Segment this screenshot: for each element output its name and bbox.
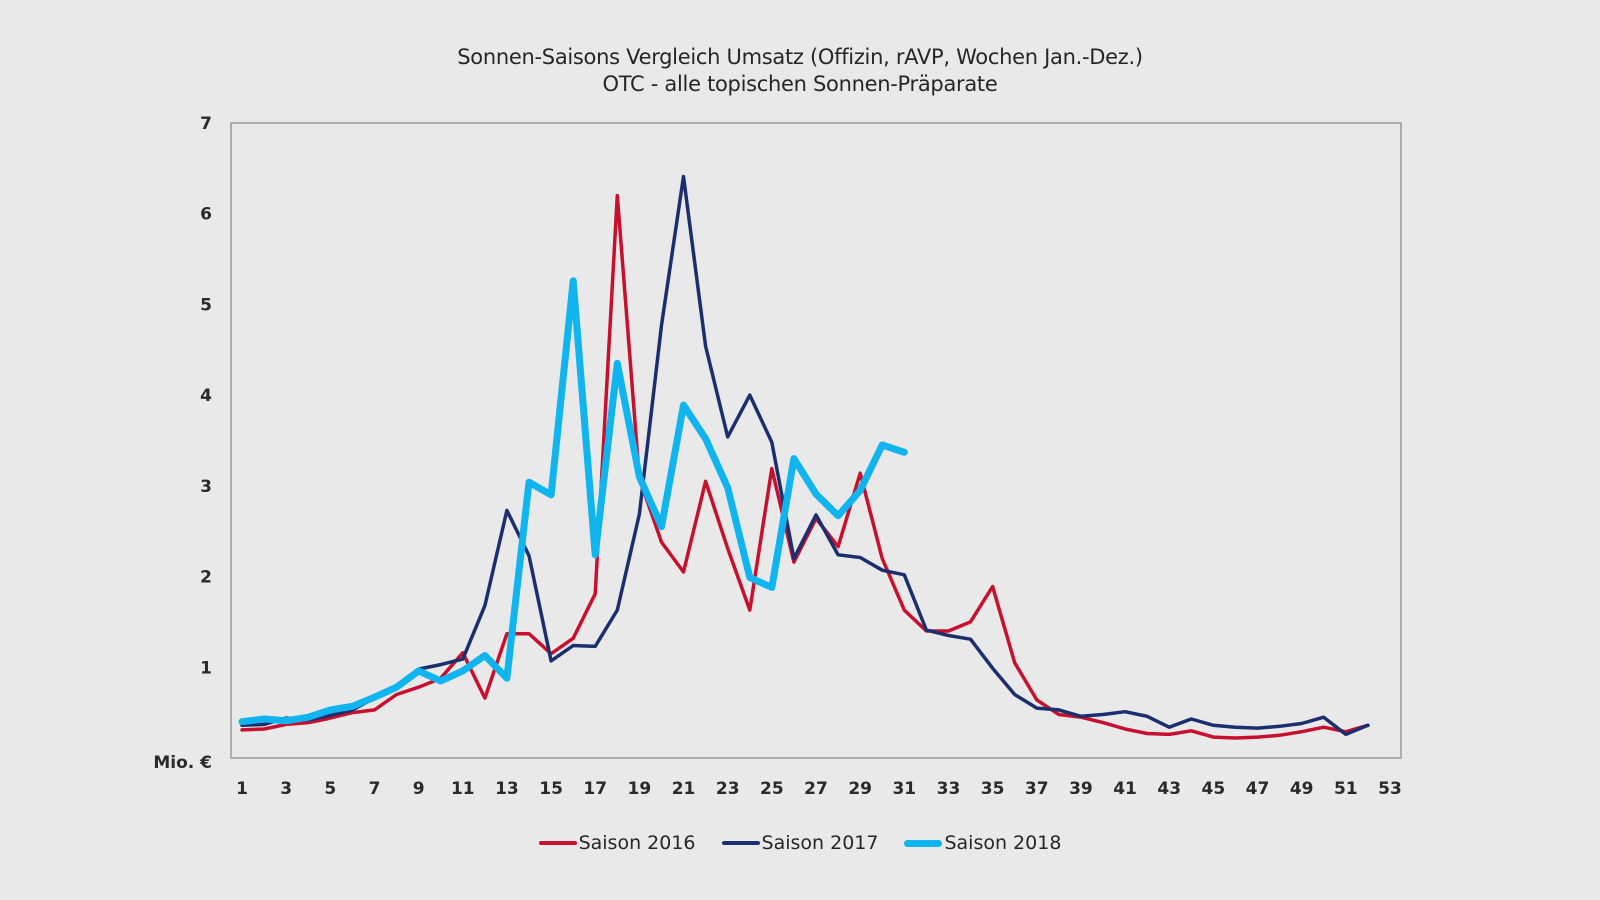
x-tick-label: 19 [628, 779, 652, 799]
x-tick-label: 41 [1113, 779, 1137, 799]
y-axis: 1 2 3 4 5 6 7 [200, 114, 212, 678]
x-tick-label: 43 [1157, 779, 1181, 799]
y-tick-label: 2 [200, 568, 212, 588]
series-line-saison-2018 [238, 277, 908, 726]
x-tick-label: 5 [324, 779, 336, 799]
x-tick-label: 3 [280, 779, 292, 799]
series-line-saison-2016 [240, 193, 1370, 740]
x-tick-label: 53 [1378, 779, 1402, 799]
y-tick-label: 4 [200, 386, 212, 406]
legend-label-2017: Saison 2017 [761, 832, 879, 854]
x-tick-label: 45 [1202, 779, 1226, 799]
x-tick-label: 25 [760, 779, 784, 799]
x-tick-label: 29 [848, 779, 872, 799]
x-tick-label: 13 [495, 779, 519, 799]
x-axis: 1 3 5 7 9 11 13 15 17 19 21 23 25 27 29 31 33 35 37 39 41 43 4… [236, 779, 1402, 799]
x-tick-label: 15 [539, 779, 563, 799]
y-tick-label: 1 [200, 658, 212, 678]
x-tick-label: 21 [672, 779, 696, 799]
x-tick-label: 11 [451, 779, 475, 799]
legend-label-2016: Saison 2016 [578, 832, 696, 854]
y-axis-unit-label: Mio. € [153, 753, 212, 773]
x-tick-label: 9 [413, 779, 425, 799]
plot-area-frame [230, 122, 1402, 759]
x-tick-label: 47 [1246, 779, 1270, 799]
legend-swatch-2017 [721, 841, 760, 845]
series-line-saison-2017 [240, 174, 1370, 737]
y-tick-label: 6 [200, 205, 212, 225]
x-tick-label: 23 [716, 779, 740, 799]
x-tick-label: 33 [937, 779, 961, 799]
x-tick-label: 49 [1290, 779, 1314, 799]
legend-item-2016: Saison 2016 [538, 832, 696, 854]
y-tick-label: 5 [200, 295, 212, 315]
x-tick-label: 27 [804, 779, 828, 799]
legend-swatch-2016 [538, 841, 577, 845]
legend-swatch-2018 [904, 839, 943, 847]
legend: Saison 2016 Saison 2017 Saison 2018 [0, 832, 1600, 854]
legend-label-2018: Saison 2018 [944, 832, 1062, 854]
x-tick-label: 35 [981, 779, 1005, 799]
legend-item-2018: Saison 2018 [904, 832, 1061, 854]
legend-item-2017: Saison 2017 [721, 832, 879, 854]
series-group [238, 174, 1370, 740]
x-tick-label: 31 [892, 779, 916, 799]
x-tick-label: 7 [369, 779, 381, 799]
x-tick-label: 39 [1069, 779, 1093, 799]
x-tick-label: 17 [583, 779, 607, 799]
x-tick-label: 37 [1025, 779, 1049, 799]
y-tick-label: 7 [200, 114, 212, 134]
chart-subtitle: OTC - alle topischen Sonnen-Präparate [602, 72, 998, 96]
y-tick-label: 3 [200, 477, 212, 497]
x-tick-label: 1 [236, 779, 248, 799]
x-tick-label: 51 [1334, 779, 1358, 799]
chart-title: Sonnen-Saisons Vergleich Umsatz (Offizin… [457, 45, 1143, 69]
